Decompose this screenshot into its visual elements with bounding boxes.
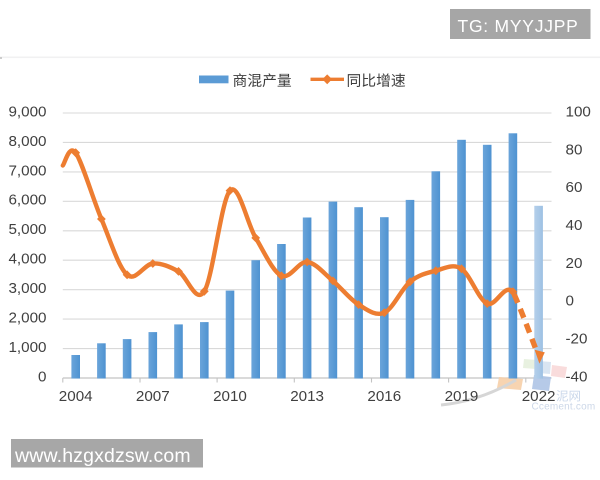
svg-text:2019: 2019 — [445, 388, 479, 405]
svg-text:-20: -20 — [566, 331, 588, 348]
svg-text:2,000: 2,000 — [8, 310, 46, 327]
svg-text:7,000: 7,000 — [8, 162, 46, 179]
svg-text:20: 20 — [566, 255, 583, 272]
svg-text:40: 40 — [566, 217, 583, 234]
svg-text:www.hzgxdzsw.com: www.hzgxdzsw.com — [14, 445, 191, 467]
svg-text:0: 0 — [566, 293, 574, 310]
svg-text:2016: 2016 — [367, 388, 401, 405]
svg-text:80: 80 — [566, 141, 583, 158]
svg-text:2022: 2022 — [522, 388, 556, 405]
svg-text:2010: 2010 — [213, 388, 247, 405]
svg-text:8,000: 8,000 — [8, 133, 46, 150]
svg-text:2013: 2013 — [290, 388, 324, 405]
svg-text:Ccement.com: Ccement.com — [532, 401, 596, 412]
svg-text:5,000: 5,000 — [8, 221, 46, 238]
svg-text:60: 60 — [566, 179, 583, 196]
svg-text:9,000: 9,000 — [8, 103, 46, 120]
svg-text:2004: 2004 — [59, 388, 93, 405]
svg-text:4,000: 4,000 — [8, 251, 46, 268]
svg-text:-40: -40 — [566, 368, 588, 385]
svg-text:6,000: 6,000 — [8, 192, 46, 209]
svg-text:TG: MYYJJPP: TG: MYYJJPP — [458, 16, 579, 36]
svg-text:3,000: 3,000 — [8, 280, 46, 297]
svg-text:100: 100 — [566, 103, 591, 120]
svg-text:2007: 2007 — [136, 388, 170, 405]
svg-text:1,000: 1,000 — [8, 339, 46, 356]
svg-text:0: 0 — [38, 368, 46, 385]
